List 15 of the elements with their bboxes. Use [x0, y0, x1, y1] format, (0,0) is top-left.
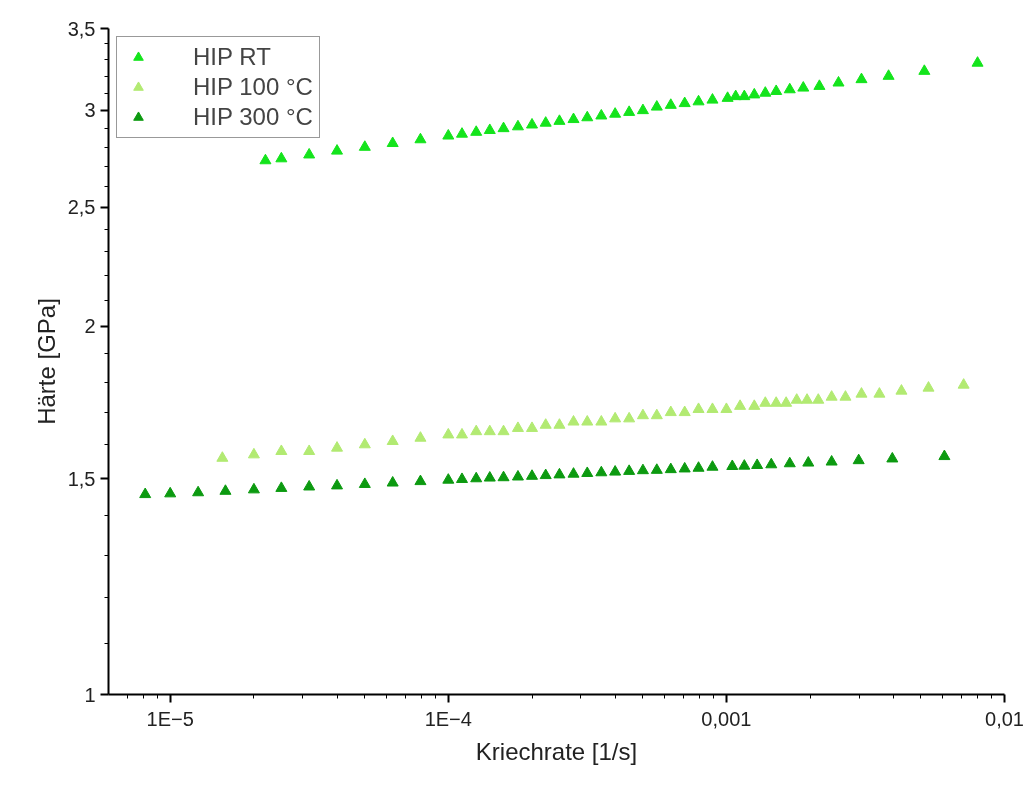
y-tick-label: 1 — [84, 683, 96, 706]
legend-label: HIP RT — [193, 43, 271, 71]
y-tick-label: 3 — [84, 99, 96, 122]
x-tick-label: 1E−5 — [146, 707, 194, 730]
legend-label: HIP 100 °C — [193, 73, 313, 101]
x-tick-label: 0,001 — [701, 707, 752, 730]
legend-label: HIP 300 °C — [193, 103, 313, 131]
y-tick-label: 2,5 — [67, 196, 96, 219]
y-tick-label: 3,5 — [67, 17, 96, 40]
y-tick-label: 1,5 — [67, 467, 96, 490]
y-tick-label: 2 — [84, 315, 96, 338]
x-tick-label: 1E−4 — [424, 707, 472, 730]
y-axis-title: Härte [GPa] — [32, 298, 60, 425]
x-tick-label: 0,01 — [985, 707, 1024, 730]
x-axis-title: Kriechrate [1/s] — [475, 737, 638, 765]
